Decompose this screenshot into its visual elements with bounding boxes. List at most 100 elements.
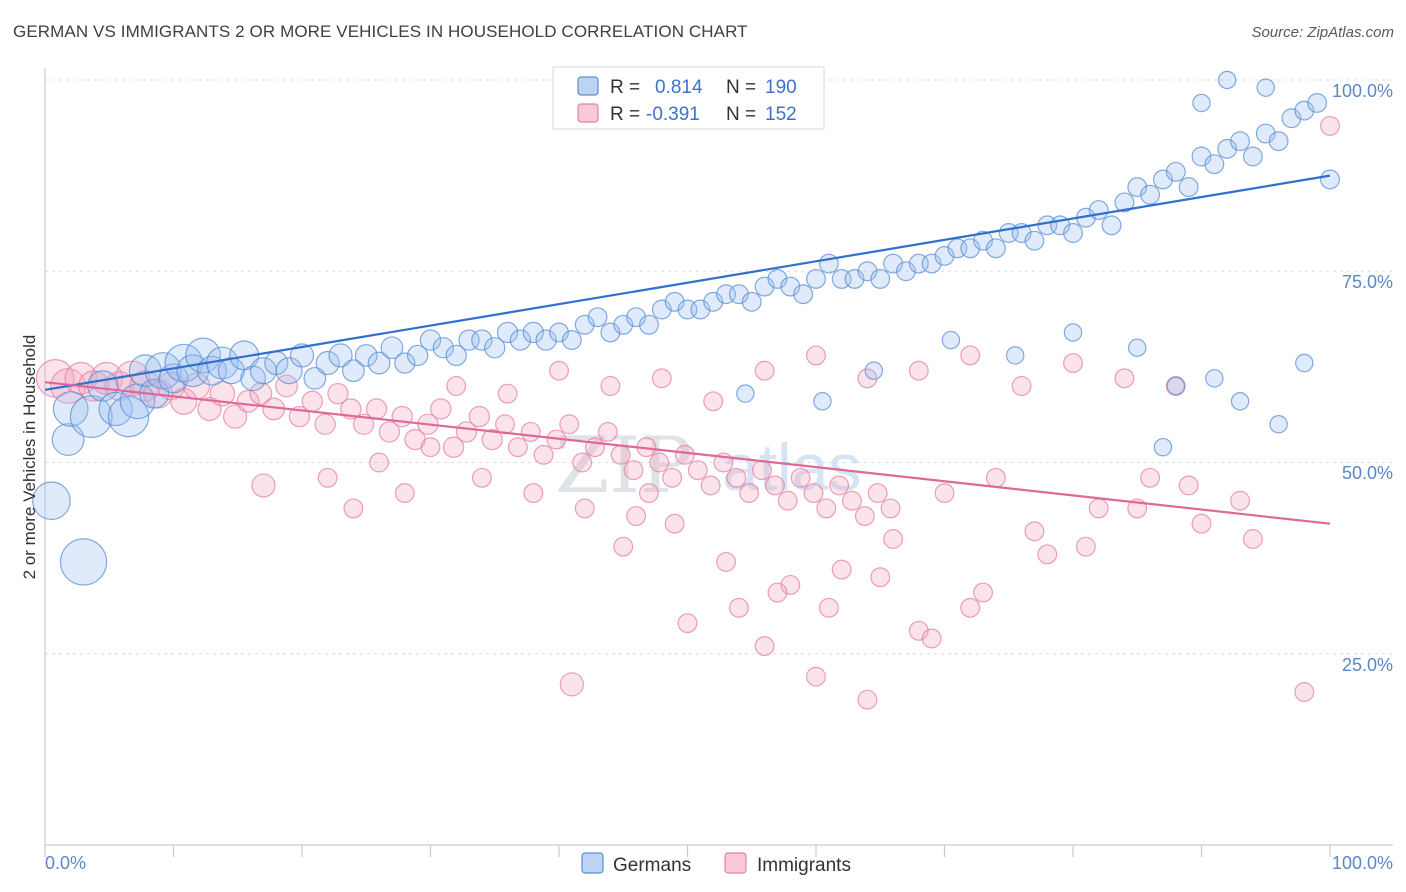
immigrants-point <box>973 582 994 603</box>
correlation-legend: R = 0.814 N = 190 R = -0.391 N = 152 <box>552 66 825 130</box>
germans-point <box>638 314 659 335</box>
germans-point <box>1024 230 1045 251</box>
germans-point <box>1281 108 1302 129</box>
germans-point <box>1205 369 1224 388</box>
germans-point <box>275 357 303 385</box>
germans-point <box>315 350 340 376</box>
immigrants-point <box>716 551 737 572</box>
immigrants-point <box>818 597 839 618</box>
germans-point <box>1192 93 1211 113</box>
immigrants-point <box>420 437 441 458</box>
immigrants-point <box>674 444 695 465</box>
immigrants-point <box>369 452 390 473</box>
germans-point <box>1178 177 1199 198</box>
germans-point <box>1294 100 1315 121</box>
immigrants-point <box>806 345 826 366</box>
immigrants-point <box>857 689 878 710</box>
germans-point <box>741 291 762 312</box>
germans-point <box>380 336 404 360</box>
bottom-legend-swatch-germans <box>581 852 604 874</box>
germans-point <box>1217 138 1238 159</box>
immigrants-trend-line <box>44 381 1331 525</box>
immigrants-point <box>752 460 772 481</box>
immigrants-point <box>1037 544 1058 565</box>
germans-point <box>1140 184 1161 205</box>
immigrants-point <box>610 444 631 465</box>
immigrants-point <box>585 437 605 458</box>
y-tick-label-25: 25.0% <box>1342 655 1393 675</box>
legend-n-label-immigrants: N = <box>726 104 756 125</box>
immigrants-point <box>327 382 349 405</box>
germans-point <box>1307 92 1328 113</box>
legend-n-label-germans: N = <box>726 77 756 98</box>
immigrants-point <box>301 390 323 412</box>
bottom-legend-germans: Germans <box>613 855 691 876</box>
y-tick-label-75: 75.0% <box>1342 272 1393 292</box>
germans-point <box>561 330 582 351</box>
germans-point <box>496 321 519 344</box>
immigrants-point <box>442 436 465 458</box>
germans-points <box>32 70 1340 586</box>
legend-r-value-immigrants: -0.391 <box>646 104 700 125</box>
germans-point <box>806 268 826 289</box>
immigrants-point <box>455 421 478 443</box>
germans-point <box>857 261 878 282</box>
germans-point <box>1063 223 1083 243</box>
immigrants-point <box>507 437 528 458</box>
germans-point <box>703 291 724 312</box>
germans-point <box>52 391 89 427</box>
immigrants-point <box>985 467 1006 488</box>
immigrants-point <box>1191 513 1212 534</box>
germans-point <box>813 392 832 411</box>
immigrants-point <box>662 467 683 488</box>
immigrants-point <box>353 413 375 435</box>
immigrants-point <box>223 404 248 429</box>
germans-point <box>973 230 994 251</box>
germans-point <box>574 314 595 335</box>
germans-point <box>870 268 891 289</box>
immigrants-point <box>391 405 413 428</box>
germans-point <box>793 284 814 305</box>
germans-point <box>367 351 391 375</box>
y-axis-label: 2 or more Vehicles in Household <box>20 335 39 580</box>
immigrants-point <box>728 597 749 618</box>
germans-point <box>1128 338 1147 357</box>
immigrants-point <box>806 666 826 687</box>
y-tick-label-50: 50.0% <box>1342 463 1393 483</box>
germans-point <box>1063 323 1083 342</box>
germans-point <box>1230 131 1251 152</box>
germans-point <box>960 238 981 259</box>
immigrants-point <box>1063 353 1083 374</box>
immigrants-point <box>481 428 503 451</box>
immigrants-point <box>754 360 775 381</box>
immigrants-point <box>317 467 338 488</box>
immigrants-point <box>1024 521 1045 542</box>
immigrants-point <box>739 483 760 504</box>
immigrants-point <box>1230 490 1251 511</box>
legend-n-value-germans: 190 <box>765 77 797 98</box>
germans-point <box>471 329 493 351</box>
bottom-legend-swatch-immigrants <box>724 852 747 874</box>
immigrants-point <box>572 452 593 473</box>
immigrants-point <box>1088 498 1109 519</box>
immigrants-point <box>687 460 708 481</box>
immigrants-point <box>960 597 981 618</box>
germans-point <box>549 322 569 343</box>
series-legend: Germans Immigrants <box>581 852 851 876</box>
immigrants-point <box>533 444 554 465</box>
germans-point <box>394 352 416 374</box>
immigrants-point <box>700 475 721 496</box>
germans-point <box>1152 169 1173 190</box>
germans-point <box>921 253 942 274</box>
germans-point <box>1166 376 1186 396</box>
germans-point <box>690 299 711 320</box>
immigrants-point <box>908 360 929 381</box>
germans-point <box>522 321 544 344</box>
immigrants-point <box>767 582 788 603</box>
legend-r-label-immigrants: R = <box>610 104 640 125</box>
germans-point <box>1268 131 1289 152</box>
germans-point <box>303 366 327 390</box>
immigrants-point <box>597 421 618 442</box>
germans-point <box>1127 177 1148 198</box>
immigrants-point <box>623 460 644 481</box>
